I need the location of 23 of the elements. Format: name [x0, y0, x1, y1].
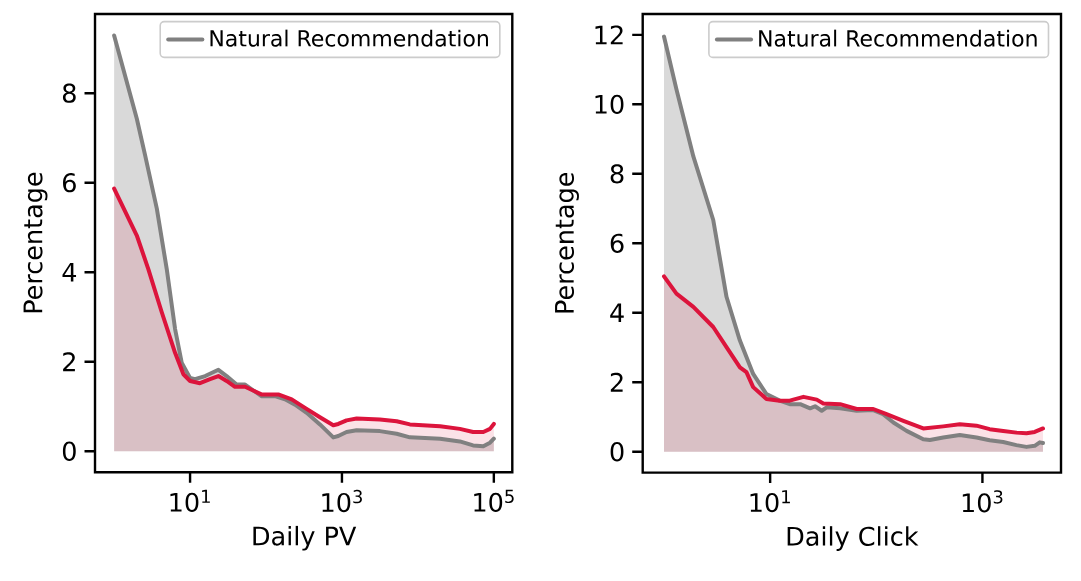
legend-label: Natural Recommendation — [759, 29, 1037, 47]
x-tick-label: 10$^{3}$ — [322, 489, 362, 513]
y-tick-label: 6 — [63, 173, 76, 193]
y-tick-label: 10 — [595, 94, 624, 114]
x-tick-label: 10$^{1}$ — [170, 489, 210, 512]
y-tick-label: 4 — [62, 262, 77, 282]
y-tick-label: 6 — [610, 233, 624, 253]
x-tick-label: 10$^{1}$ — [750, 490, 790, 513]
y-tick-label: 8 — [62, 83, 76, 103]
y-tick-label: 2 — [610, 372, 623, 392]
x-axis-title: Daily Click — [787, 526, 919, 551]
y-tick-label: 4 — [610, 303, 624, 323]
y-tick-label: 0 — [62, 441, 76, 461]
y-tick-label: 12 — [595, 25, 623, 45]
x-axis-title: Daily PV — [253, 525, 357, 551]
legend-label: Natural Recommendation — [210, 29, 488, 47]
y-tick-label: 0 — [610, 442, 624, 462]
y-axis-title: Percentage — [555, 172, 579, 313]
y-axis-title: Percentage — [23, 172, 48, 313]
x-tick-label: 10$^{3}$ — [962, 490, 1003, 513]
y-tick-label: 8 — [610, 164, 624, 184]
x-tick-label: 10$^{5}$ — [474, 489, 514, 512]
y-tick-label: 2 — [63, 352, 75, 372]
